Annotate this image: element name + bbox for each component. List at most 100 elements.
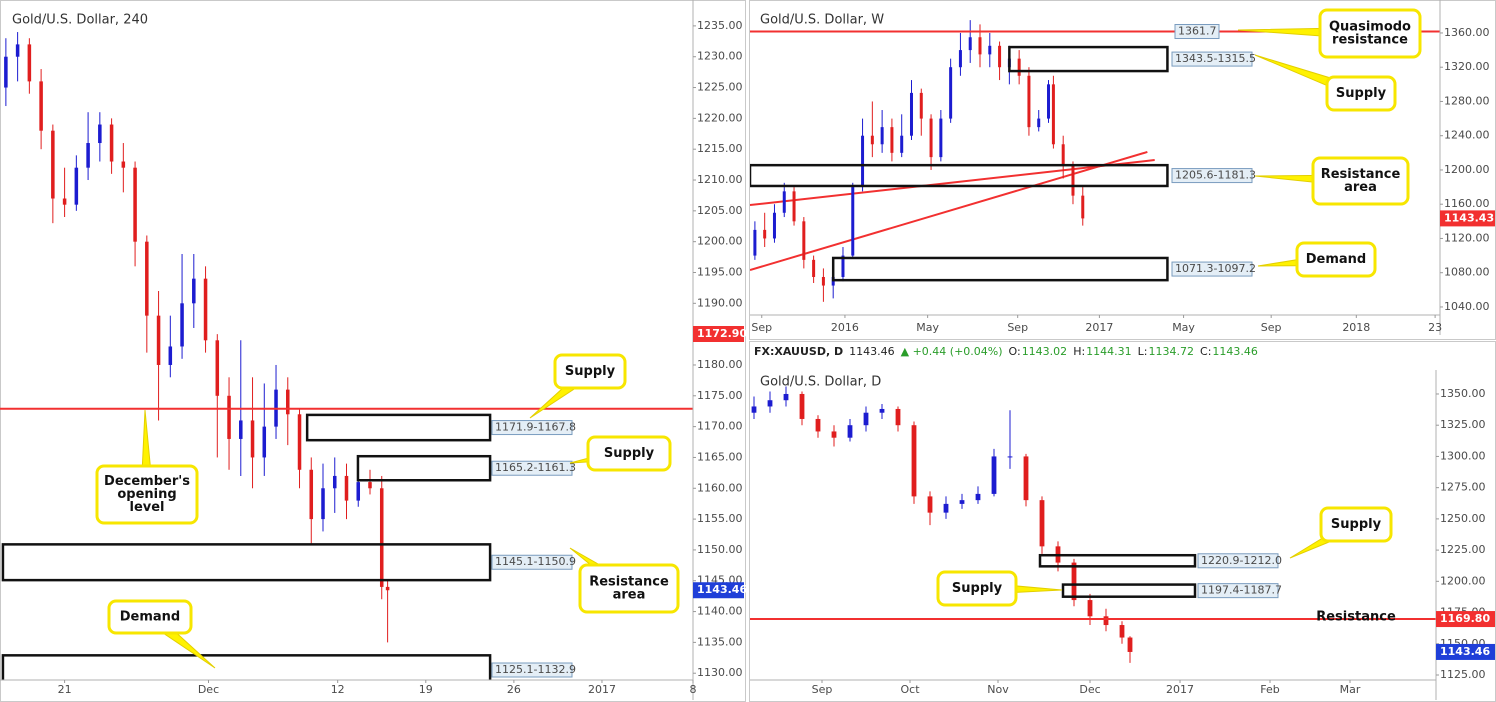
zone [1061,583,1197,598]
zone-label-box [491,460,573,476]
candle-body [841,255,845,277]
callout-text: opening [117,487,176,502]
candle-body [851,187,855,256]
zone-label-box [1197,583,1279,599]
last-price-label: 1143.43 [1444,211,1494,224]
zone-label: 1197.4-1187.7 [1201,584,1282,597]
callout-text: Supply [565,364,616,379]
candle-body [998,45,1002,68]
y-tick-label: 1200.00 [1444,163,1490,176]
candle-body [772,212,776,239]
header-text: FX:XAUUSD, D [754,345,843,358]
candle-body [879,408,885,413]
candle-body [168,346,173,365]
candle-body [988,45,992,55]
candle-body [958,50,962,68]
candle-body [309,469,314,520]
candle-body [286,389,290,415]
candle-body [959,500,965,504]
candle-body [321,488,325,520]
candle-body [870,135,874,145]
candle-body [74,167,79,205]
price-badge [693,326,744,342]
candle-body [919,92,923,119]
last-price-badge [1440,210,1495,227]
candle-body [968,37,972,51]
candle-body [1119,625,1125,638]
zone [1008,45,1169,73]
callout-text: December's [104,474,190,489]
trendline [750,159,1155,207]
y-tick-label: 1040.00 [1444,300,1490,313]
candle-body [1007,456,1013,458]
header-text: 1143.46 [849,345,895,358]
candle-body [975,493,981,501]
zone-label: 1165.2-1161.3 [495,461,576,474]
zone-label: 1205.6-1181.3 [1175,169,1256,182]
y-tick-label: 1215.00 [697,142,743,155]
candle-body [109,124,114,162]
y-tick-label: 1325.00 [1440,418,1486,431]
header-text: 1144.31 [1086,345,1132,358]
candle-body [763,229,767,239]
candle-body [1061,144,1065,166]
y-tick-label: 1080.00 [1444,266,1490,279]
y-tick-label: 1120.00 [1444,231,1490,244]
zone [1038,553,1197,568]
candle-body [1047,84,1051,119]
candle-body [227,395,231,439]
callout-text: Supply [952,581,1003,596]
callout-box [1295,241,1377,278]
trendline [750,151,1148,272]
candle-body [799,393,805,419]
candle-body [927,496,933,513]
header-text: L: [1138,345,1148,358]
x-tick-label: 2017 [1166,683,1194,696]
candle-body [356,482,361,501]
y-tick-label: 1320.00 [1444,60,1490,73]
y-tick-label: 1150.00 [697,543,743,556]
candle-body [1017,58,1021,76]
candle-body [62,198,67,205]
callout-text: Demand [1306,252,1367,267]
y-tick-label: 1235.00 [697,19,743,32]
header-text: H: [1073,345,1085,358]
x-tick-label: Sep [1261,321,1282,334]
candle-body [753,229,757,256]
zone-label: 1220.9-1212.0 [1201,554,1282,567]
x-tick-label: Feb [1260,683,1279,696]
candle-body [909,92,913,136]
y-tick-label: 1300.00 [1440,449,1486,462]
zone-label-box [1171,261,1253,277]
candle-body [192,278,196,304]
callout-box [553,353,627,390]
candle-body [782,191,786,213]
last-price-badge [693,582,744,599]
candle-body [86,143,90,168]
candle-body [831,431,837,438]
callout-box [1325,75,1397,112]
y-tick-label: 1225.00 [1440,543,1486,556]
x-tick-label: 2017 [1085,321,1113,334]
y-tick-label: 1200.00 [697,235,743,248]
y-tick-label: 1155.00 [697,512,743,525]
zone-label: 1343.5-1315.5 [1175,52,1256,65]
candle-body [929,118,933,158]
zone-label-box [491,554,573,570]
candle-body [180,303,184,347]
candle-body [895,408,901,426]
zone-label: 1071.3-1097.2 [1175,262,1256,275]
candle-body [297,414,302,470]
zone-label-box [491,420,573,436]
callout-text: Quasimodo [1329,20,1411,35]
x-tick-label: May [1172,321,1195,334]
callout-text: Supply [604,446,655,461]
callout-text: level [129,500,164,515]
x-tick-label: 23 [1428,321,1442,334]
y-tick-label: 1210.00 [697,173,743,186]
candle-body [821,276,825,286]
candle-body [767,400,773,407]
callout-text: Resistance [1321,167,1401,182]
callout-text: area [613,588,646,603]
